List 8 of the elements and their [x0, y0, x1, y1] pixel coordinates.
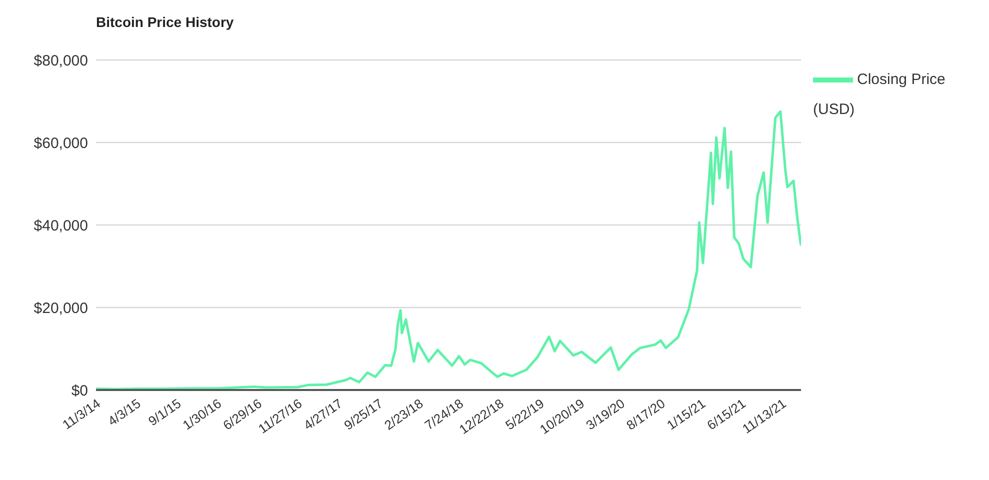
y-tick-label: $80,000: [34, 52, 88, 70]
line-series: [96, 110, 801, 390]
y-tick-label: $0: [71, 382, 88, 400]
chart-title: Bitcoin Price History: [96, 14, 234, 30]
y-tick-label: $20,000: [34, 300, 88, 317]
legend-label: Closing Price (USD): [813, 70, 946, 118]
y-tick-label: $40,000: [34, 217, 88, 234]
y-tick-label: $60,000: [34, 134, 88, 152]
